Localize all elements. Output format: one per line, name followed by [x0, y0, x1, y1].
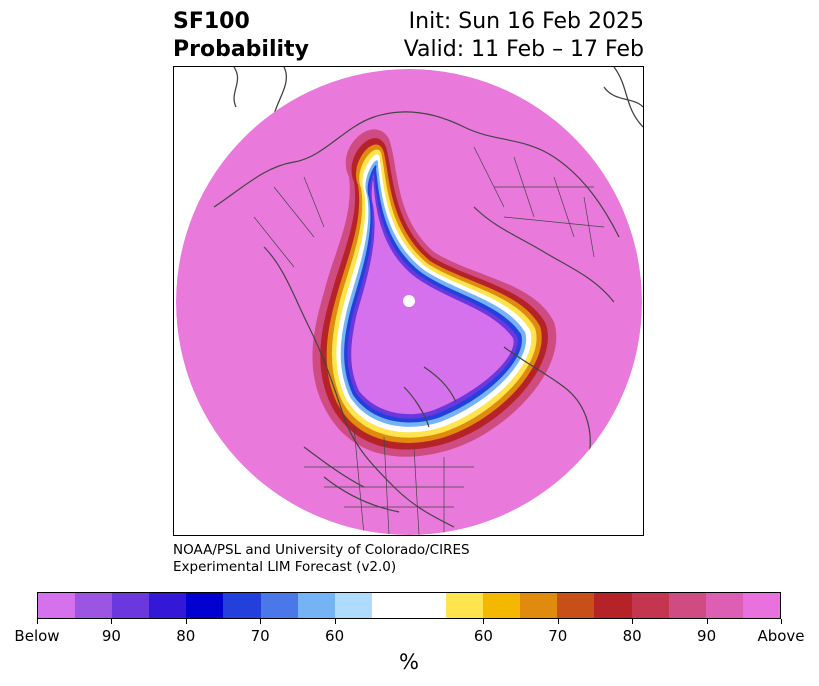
colorbar-tick-label: 60: [473, 627, 493, 645]
colorbar-segment: [668, 593, 706, 618]
colorbar-segment: [594, 593, 632, 618]
colorbar-tick-label: Above: [757, 627, 805, 645]
polar-map: [176, 67, 643, 535]
colorbar-segment: [631, 593, 669, 618]
colorbar-tick-mark: [334, 619, 336, 624]
colorbar-tick-label: Below: [14, 627, 60, 645]
colorbar-segment: [483, 593, 521, 618]
valid-range: Valid: 11 Feb – 17 Feb: [403, 37, 644, 62]
colorbar-segment: [112, 593, 150, 618]
colorbar-tick-mark: [632, 619, 634, 624]
map-title: SF100 Probability: [173, 8, 309, 64]
colorbar-tick-mark: [706, 619, 708, 624]
init-date: Init: Sun 16 Feb 2025: [408, 9, 644, 34]
colorbar-tick-label: 80: [622, 627, 642, 645]
political-borders: [253, 146, 605, 535]
colorbar-tick-mark: [260, 619, 262, 624]
colorbar-segment: [557, 593, 595, 618]
coastlines: [213, 111, 620, 528]
corner-coastlines: [233, 67, 643, 128]
colorbar-segment: [334, 593, 372, 618]
map-panel: [173, 66, 644, 536]
colorbar-segment: [520, 593, 558, 618]
pole-hole: [403, 295, 415, 307]
colorbar-tick-mark: [185, 619, 187, 624]
credit-text: NOAA/PSL and University of Colorado/CIRE…: [173, 542, 470, 576]
colorbar-tick-label: 90: [697, 627, 717, 645]
colorbar-segment: [149, 593, 187, 618]
colorbar-segment: [705, 593, 743, 618]
colorbar-segment: [742, 593, 780, 618]
colorbar-segment: [371, 593, 447, 618]
variable-name: SF100: [173, 9, 250, 34]
colorbar-tick-label: 90: [101, 627, 121, 645]
colorbar-tick-mark: [781, 619, 782, 624]
forecast-dates: Init: Sun 16 Feb 2025 Valid: 11 Feb – 17…: [404, 8, 644, 64]
below-normal-region: [351, 174, 514, 415]
colorbar-segment: [75, 593, 113, 618]
colorbar-tick-mark: [37, 619, 38, 624]
colorbar-segment: [297, 593, 335, 618]
colorbar-tick-label: 60: [325, 627, 345, 645]
credit-line-1: NOAA/PSL and University of Colorado/CIRE…: [173, 542, 470, 558]
colorbar: [37, 592, 781, 619]
colorbar-segment: [223, 593, 261, 618]
colorbar-tick-mark: [483, 619, 485, 624]
colorbar-segment: [38, 593, 76, 618]
probability-label: Probability: [173, 37, 309, 62]
colorbar-tick-label: 70: [548, 627, 568, 645]
colorbar-tick-label: 70: [250, 627, 270, 645]
credit-line-2: Experimental LIM Forecast (v2.0): [173, 559, 397, 575]
colorbar-segment: [260, 593, 298, 618]
colorbar-segment: [186, 593, 224, 618]
colorbar-segment: [446, 593, 484, 618]
colorbar-units: %: [399, 650, 419, 674]
colorbar-tick-mark: [557, 619, 559, 624]
colorbar-tick-mark: [111, 619, 113, 624]
colorbar-tick-label: 80: [176, 627, 196, 645]
